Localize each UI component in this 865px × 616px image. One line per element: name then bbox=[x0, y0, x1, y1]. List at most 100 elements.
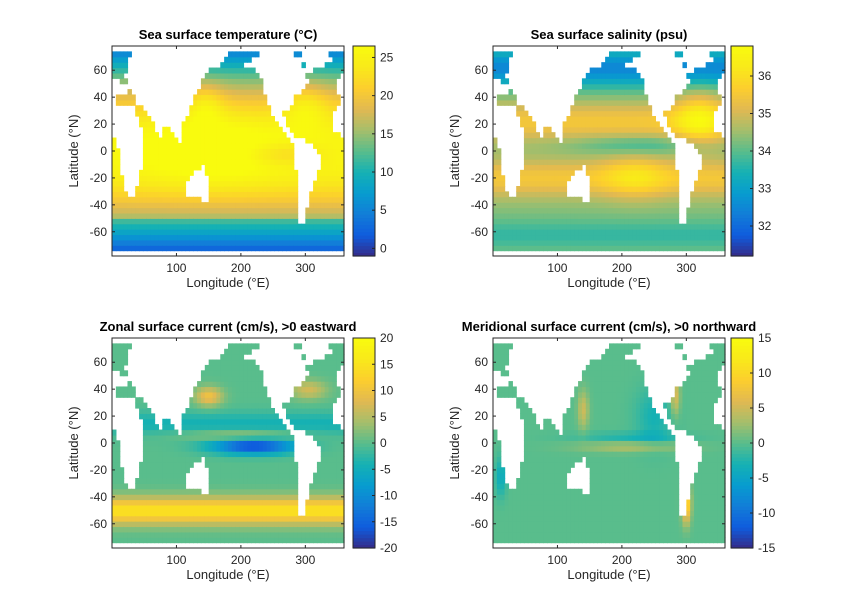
field-cell bbox=[119, 488, 125, 495]
field-cell bbox=[694, 218, 699, 225]
field-cell bbox=[632, 142, 637, 149]
colorbar-segment bbox=[731, 109, 753, 114]
field-cell bbox=[224, 110, 229, 117]
field-cell bbox=[620, 110, 626, 117]
field-cell bbox=[235, 499, 241, 506]
field-cell bbox=[601, 94, 606, 101]
field-cell bbox=[667, 191, 672, 198]
field-cell bbox=[135, 218, 140, 225]
field-cell bbox=[690, 121, 695, 128]
field-cell bbox=[566, 126, 571, 133]
field-cell bbox=[336, 137, 341, 144]
field-cell bbox=[150, 218, 156, 225]
field-cell bbox=[208, 148, 214, 155]
field-cell bbox=[701, 212, 707, 219]
field-cell bbox=[516, 223, 521, 230]
field-cell bbox=[251, 126, 256, 133]
field-cell bbox=[551, 142, 556, 149]
field-cell bbox=[547, 239, 552, 246]
field-cell bbox=[551, 132, 556, 139]
field-cell bbox=[123, 202, 129, 209]
field-cell bbox=[324, 521, 330, 528]
field-cell bbox=[593, 105, 598, 112]
field-cell bbox=[628, 218, 633, 225]
field-cell bbox=[123, 521, 129, 528]
colorbar-segment bbox=[731, 116, 753, 121]
field-cell bbox=[286, 148, 291, 155]
field-cell bbox=[535, 164, 540, 171]
field-cell bbox=[228, 472, 233, 479]
field-cell bbox=[224, 180, 229, 187]
field-cell bbox=[239, 429, 245, 436]
field-cell bbox=[166, 196, 171, 203]
field-cell bbox=[293, 402, 299, 409]
field-cell bbox=[170, 445, 175, 452]
field-cell bbox=[628, 121, 633, 128]
field-cell bbox=[274, 196, 279, 203]
field-cell bbox=[320, 159, 326, 166]
field-cell bbox=[142, 223, 148, 230]
x-tick-label: 200 bbox=[231, 261, 251, 275]
field-cell bbox=[208, 245, 214, 252]
field-cell bbox=[717, 132, 722, 139]
field-cell bbox=[270, 239, 275, 246]
field-cell bbox=[255, 456, 260, 463]
field-cell bbox=[500, 229, 506, 236]
field-cell bbox=[270, 196, 275, 203]
field-cell bbox=[593, 186, 598, 192]
field-cell bbox=[620, 78, 626, 85]
field-cell bbox=[340, 472, 345, 479]
field-cell bbox=[562, 212, 568, 219]
field-cell bbox=[286, 504, 291, 511]
field-cell bbox=[142, 526, 148, 533]
field-cell bbox=[578, 207, 583, 214]
field-cell bbox=[717, 51, 722, 58]
field-cell bbox=[224, 515, 229, 522]
field-cell bbox=[231, 440, 237, 447]
field-cell bbox=[247, 175, 252, 182]
field-cell bbox=[286, 245, 291, 252]
field-cell bbox=[286, 472, 291, 479]
field-cell bbox=[639, 110, 645, 117]
field-cell bbox=[328, 386, 333, 393]
field-cell bbox=[135, 245, 140, 252]
field-cell bbox=[262, 245, 268, 252]
field-cell bbox=[581, 159, 587, 166]
field-cell bbox=[270, 175, 275, 182]
field-cell bbox=[166, 451, 171, 458]
field-cell bbox=[628, 142, 633, 149]
field-cell bbox=[173, 456, 179, 463]
field-cell bbox=[313, 531, 318, 538]
field-cell bbox=[289, 526, 295, 533]
field-cell bbox=[324, 531, 330, 538]
field-cell bbox=[216, 148, 221, 155]
field-cell bbox=[332, 180, 337, 187]
field-cell bbox=[301, 424, 306, 431]
field-cell bbox=[266, 408, 272, 414]
field-cell bbox=[616, 223, 622, 230]
field-cell bbox=[243, 99, 248, 106]
field-cell bbox=[713, 239, 718, 246]
field-cell bbox=[328, 67, 333, 74]
field-cell bbox=[328, 175, 333, 182]
colorbar-segment bbox=[353, 140, 375, 145]
field-cell bbox=[539, 234, 544, 241]
field-cell bbox=[181, 445, 187, 452]
field-cell bbox=[597, 89, 602, 96]
field-cell bbox=[624, 212, 629, 219]
field-cell bbox=[320, 94, 326, 101]
field-cell bbox=[616, 196, 622, 203]
field-cell bbox=[224, 99, 229, 106]
field-cell bbox=[231, 391, 237, 398]
field-cell bbox=[262, 418, 268, 425]
field-cell bbox=[154, 207, 159, 214]
field-cell bbox=[601, 67, 606, 74]
field-cell bbox=[224, 348, 229, 355]
field-cell bbox=[266, 451, 272, 458]
field-cell bbox=[616, 62, 622, 69]
field-cell bbox=[316, 175, 322, 182]
field-cell bbox=[166, 175, 171, 182]
field-cell bbox=[320, 191, 326, 198]
field-cell bbox=[255, 105, 260, 112]
